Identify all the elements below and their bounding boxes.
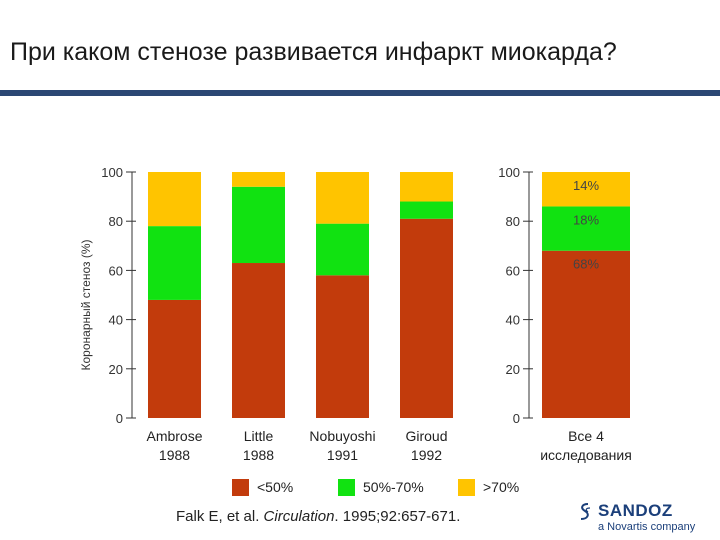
legend-label: <50% [257,479,293,495]
y-tick-label: 20 [506,362,520,377]
y-tick-label: 40 [506,313,520,328]
x-category-sublabel: 1988 [243,447,274,463]
y-tick-label: 80 [109,214,123,229]
title-divider [0,90,720,96]
legend-label: 50%-70% [363,479,424,495]
y-tick-label: 0 [513,411,520,426]
logo-tagline: a Novartis company [598,521,696,533]
y-tick-label: 80 [506,214,520,229]
bar-segment [232,172,285,187]
bar-segment [542,206,630,251]
y-tick-label: 0 [116,411,123,426]
sandoz-logo: SANDOZ a Novartis company [576,500,696,540]
bar-segment [542,172,630,207]
bar-segment [316,275,369,418]
bar-data-label: 14% [573,178,599,193]
x-category-label: Little [244,428,274,444]
y-tick-label: 60 [109,263,123,278]
page-title: При каком стенозе развивается инфаркт ми… [10,38,617,66]
bar-segment [400,201,453,219]
bar-segment [232,186,285,264]
y-tick-label: 40 [109,313,123,328]
legend-swatch [458,479,475,496]
x-category-label: Все 4 [568,428,604,444]
legend-label: >70% [483,479,519,495]
bar-segment [148,172,201,227]
bar-data-label: 68% [573,257,599,272]
y-tick-label: 20 [109,362,123,377]
bar-segment [232,263,285,418]
x-category-sublabel: исследования [540,447,632,463]
bar-segment [148,226,201,300]
y-tick-label: 100 [498,165,520,180]
citation-authors: Falk E, et al. [176,508,264,525]
bar-segment [400,172,453,202]
stenosis-chart: 0 20 40 60 80 100 Коронарный стеноз (%) Ambrose… [79,165,632,496]
legend-swatch [232,479,249,496]
bar-segment [316,172,369,224]
x-category-sublabel: 1988 [159,447,190,463]
legend-swatch [338,479,355,496]
bar-data-label: 18% [573,212,599,227]
citation: Falk E, et al. Circulation. 1995;92:657-… [176,508,460,525]
bar-segment [316,223,369,276]
x-category-label: Ambrose [146,428,202,444]
citation-journal: Circulation [263,508,335,525]
bar-segment [542,250,630,418]
x-category-sublabel: 1992 [411,447,442,463]
bar-segment [400,218,453,418]
y-tick-label: 100 [101,165,123,180]
bar-segment [148,299,201,418]
y-tick-label: 60 [506,263,520,278]
x-category-label: Giroud [405,428,447,444]
x-category-label: Nobuyoshi [309,428,375,444]
x-category-sublabel: 1991 [327,447,358,463]
y-axis-title: Коронарный стеноз (%) [79,240,93,371]
logo-wordmark: SANDOZ [598,501,673,520]
sandoz-mark-icon [580,503,591,520]
citation-details: . 1995;92:657-671. [334,508,461,525]
